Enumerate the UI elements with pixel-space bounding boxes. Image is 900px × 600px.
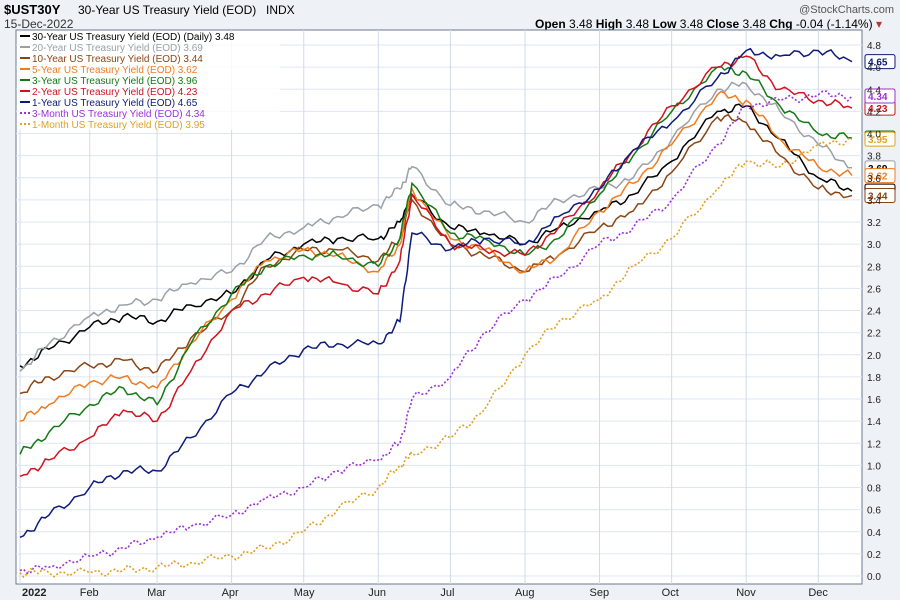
y-tick-label: 4.0 — [867, 130, 881, 141]
x-tick-label: Feb — [80, 587, 99, 599]
close-value: 3.48 — [742, 17, 766, 31]
y-tick-label: 1.6 — [867, 395, 881, 406]
last-value-label: 4.65 — [868, 58, 888, 69]
last-value-tag: 3.44 — [864, 187, 896, 203]
last-value-tag: 4.65 — [864, 54, 896, 70]
open-value: 3.48 — [569, 17, 593, 31]
high-label: High — [595, 17, 623, 31]
chg-label: Chg — [769, 17, 793, 31]
legend-entry: 5-Year US Treasury Yield (EOD) 3.62 — [32, 65, 198, 76]
legend-entry: 30-Year US Treasury Yield (EOD) (Daily) … — [32, 32, 235, 43]
y-axis: 0.0 0.2 0.4 0.6 0.8 1.0 1.2 1.4 1.6 1.8 2.0 2.2 2.4 2… — [867, 41, 881, 583]
y-tick-label: 1.0 — [867, 461, 881, 472]
y-tick-label: 4.6 — [867, 63, 881, 74]
x-tick-label: Jul — [440, 587, 454, 599]
exchange-label: INDX — [266, 3, 295, 17]
legend-entry: 10-Year US Treasury Yield (EOD) 3.44 — [32, 54, 203, 65]
x-axis: 2022 Feb Mar Apr May Jun Jul Aug Sep Oct Nov Dec — [22, 587, 828, 599]
chart-symbol: $UST30Y — [4, 2, 61, 17]
series-line — [19, 81, 853, 372]
x-tick-label: May — [294, 587, 315, 599]
y-tick-label: 2.0 — [867, 351, 881, 362]
last-value-label: 3.44 — [868, 191, 888, 202]
series-line — [19, 90, 853, 575]
x-tick-label: Jun — [368, 587, 386, 599]
y-tick-label: 0.2 — [867, 550, 881, 561]
y-tick-label: 1.2 — [867, 439, 881, 450]
x-tick-label: Mar — [147, 587, 166, 599]
y-tick-label: 1.4 — [867, 417, 881, 428]
y-tick-label: 2.4 — [867, 307, 881, 318]
y-tick-label: 4.2 — [867, 107, 881, 118]
y-tick-label: 0.6 — [867, 506, 881, 517]
y-tick-label: 0.4 — [867, 528, 881, 539]
y-tick-label: 3.8 — [867, 152, 881, 163]
x-tick-label: 2022 — [22, 587, 46, 599]
close-label: Close — [706, 17, 740, 31]
x-tick-label: Oct — [662, 587, 679, 599]
chart-date: 15-Dec-2022 — [4, 17, 74, 31]
last-value-label: 4.34 — [868, 92, 888, 103]
series-line — [19, 47, 853, 538]
series-layer — [19, 47, 853, 579]
y-tick-label: 3.2 — [867, 218, 881, 229]
legend-entry: 20-Year US Treasury Yield (EOD) 3.69 — [32, 43, 203, 54]
dropdown-triangle-icon[interactable]: ▾ — [875, 17, 882, 31]
last-value-tag: 3.62 — [864, 168, 896, 184]
y-tick-label: 2.2 — [867, 329, 881, 340]
y-tick-label: 4.8 — [867, 41, 881, 52]
x-tick-label: Nov — [736, 587, 756, 599]
series-line — [19, 55, 853, 478]
legend: 30-Year US Treasury Yield (EOD) (Daily) … — [18, 32, 280, 131]
y-tick-label: 2.6 — [867, 284, 881, 295]
y-tick-label: 1.8 — [867, 373, 881, 384]
last-value-tag: 4.34 — [864, 88, 896, 104]
x-tick-label: Dec — [808, 587, 828, 599]
legend-entry: 1-Month US Treasury Yield (EOD) 3.95 — [32, 120, 205, 131]
last-value-tags: 3.483.693.443.623.964.234.654.343.95 — [864, 54, 896, 203]
x-tick-label: Sep — [590, 587, 610, 599]
last-value-label: 3.62 — [868, 172, 888, 183]
chg-value: -0.04 (-1.14%) — [795, 17, 873, 31]
last-value-tag: 3.95 — [864, 131, 896, 147]
legend-entry: 1-Year US Treasury Yield (EOD) 4.65 — [32, 98, 198, 109]
legend-entry: 3-Month US Treasury Yield (EOD) 4.34 — [32, 109, 205, 120]
low-label: Low — [652, 17, 677, 31]
y-tick-label: 3.6 — [867, 174, 881, 185]
low-value: 3.48 — [679, 17, 704, 31]
last-value-label: 4.23 — [868, 104, 888, 115]
open-label: Open — [535, 17, 566, 31]
legend-entry: 3-Year US Treasury Yield (EOD) 3.96 — [32, 76, 198, 87]
chart-credit: @StockCharts.com — [799, 4, 894, 16]
last-value-label: 3.95 — [868, 135, 888, 146]
y-tick-label: 0.0 — [867, 572, 881, 583]
ohlc-readout: Open 3.48 High 3.48 Low 3.48 Close 3.48 … — [535, 17, 882, 31]
y-tick-label: 2.8 — [867, 262, 881, 273]
high-value: 3.48 — [625, 17, 650, 31]
x-tick-label: Apr — [222, 587, 239, 599]
chart-title: 30-Year US Treasury Yield (EOD) — [78, 3, 257, 17]
series-line — [19, 113, 853, 395]
y-tick-label: 0.8 — [867, 484, 881, 495]
y-tick-label: 3.0 — [867, 240, 881, 251]
x-tick-label: Aug — [515, 587, 535, 599]
grid — [16, 30, 862, 584]
legend-entry: 2-Year US Treasury Yield (EOD) 4.23 — [32, 87, 198, 98]
y-tick-label: 4.4 — [867, 85, 881, 96]
y-tick-label: 3.4 — [867, 196, 881, 207]
